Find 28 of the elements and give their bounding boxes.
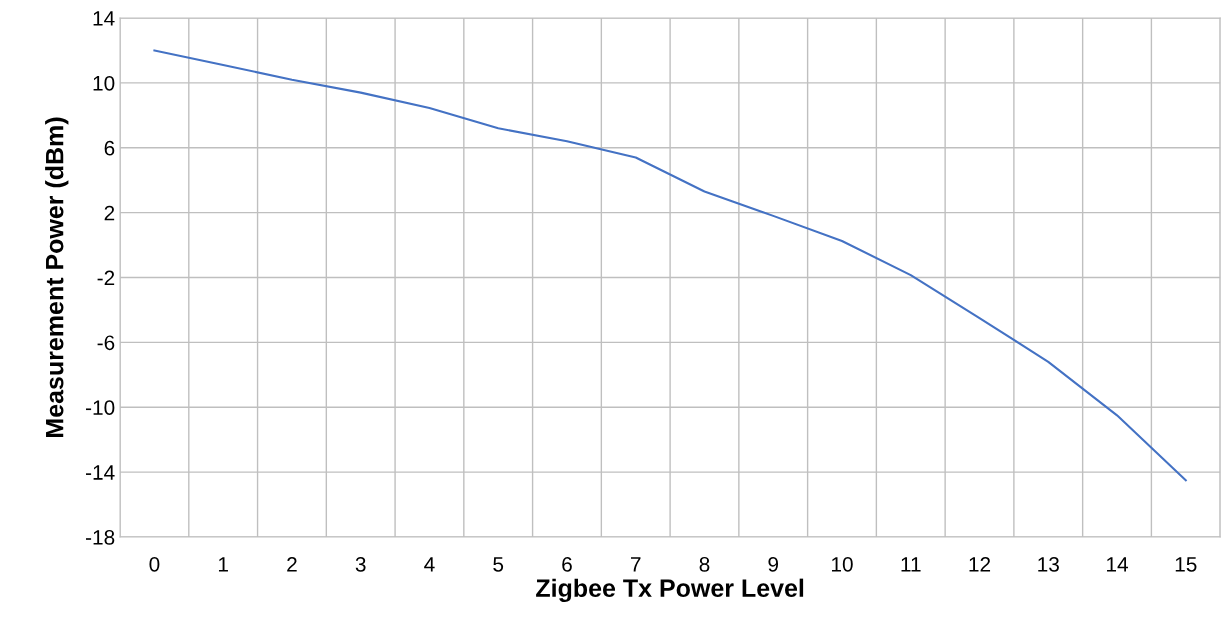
x-tick-label: 10 bbox=[832, 556, 853, 572]
y-tick-label: -14 bbox=[86, 465, 115, 480]
x-tick-label: 6 bbox=[562, 556, 572, 572]
y-tick-label: 6 bbox=[104, 140, 115, 156]
x-tick-label: 11 bbox=[901, 557, 921, 572]
x-tick-label: 1 bbox=[218, 557, 228, 572]
y-axis-title: Measurement Power (dBm) bbox=[45, 117, 69, 437]
x-tick-label: 15 bbox=[1175, 557, 1197, 572]
y-tick-label: 2 bbox=[104, 205, 115, 221]
x-tick-label: 9 bbox=[768, 556, 779, 572]
x-tick-label: 8 bbox=[699, 556, 710, 572]
x-tick-label: 3 bbox=[355, 556, 366, 572]
x-axis-title: Zigbee Tx Power Level bbox=[536, 578, 804, 603]
x-tick-label: 5 bbox=[493, 557, 504, 572]
x-tick-label: 14 bbox=[1107, 557, 1128, 572]
x-tick-label: 13 bbox=[1038, 556, 1059, 572]
y-tick-label: 10 bbox=[93, 75, 115, 91]
x-tick-label: 7 bbox=[631, 557, 641, 572]
line-series bbox=[153, 49, 1187, 482]
y-tick-label: -10 bbox=[86, 400, 115, 415]
y-tick-label: -18 bbox=[86, 529, 115, 545]
x-tick-label: 4 bbox=[424, 557, 435, 572]
y-tick-label: 14 bbox=[93, 11, 115, 26]
x-tick-label: 0 bbox=[149, 556, 160, 572]
y-tick-label: -6 bbox=[97, 335, 115, 351]
x-tick-label: 12 bbox=[969, 556, 991, 572]
x-tick-label: 2 bbox=[287, 556, 297, 572]
y-tick-label: -2 bbox=[97, 270, 115, 286]
